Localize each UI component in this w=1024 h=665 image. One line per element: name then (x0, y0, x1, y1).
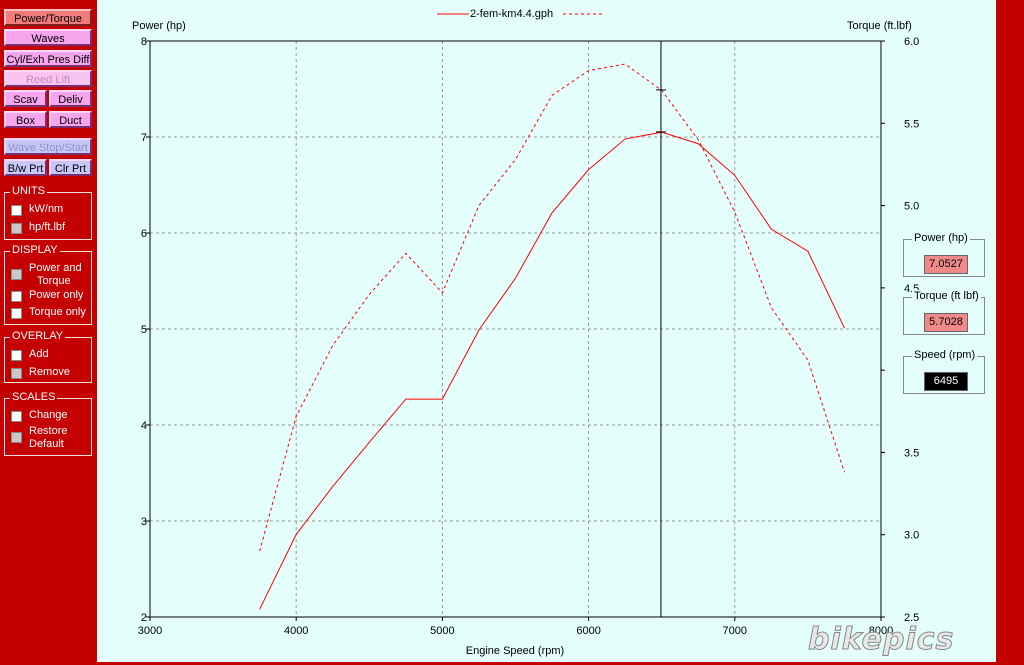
overlay-remove-label: Remove (29, 366, 70, 378)
overlay-add-radio[interactable] (11, 350, 22, 361)
scales-restore-line1: Restore (29, 425, 68, 437)
y-tick-label: 3 (141, 516, 147, 528)
y2-tick-label: 5.0 (904, 201, 919, 213)
chart-title: 2-fem-km4.4.gph (470, 8, 553, 20)
display-torque-radio[interactable] (11, 308, 22, 319)
display-both-line1: Power and (29, 262, 82, 274)
scales-title: SCALES (10, 391, 58, 403)
speed-readout-value: 6495 (924, 372, 968, 391)
units-title: UNITS (10, 185, 47, 197)
y2-axis-label: Torque (ft.lbf) (847, 20, 912, 32)
bw-print-button[interactable]: B/w Prt (4, 159, 47, 176)
units-group: UNITS kW/nm hp/ft.lbf (4, 185, 92, 240)
power-series-line (259, 131, 845, 610)
units-kw-label: kW/nm (29, 203, 64, 215)
display-power-label: Power only (29, 289, 84, 301)
overlay-title: OVERLAY (10, 330, 66, 342)
watermark-logo: bikepics (807, 622, 955, 658)
scales-restore-line2: Default (29, 438, 64, 450)
units-hp-radio[interactable] (11, 223, 22, 234)
overlay-add-label: Add (29, 348, 49, 360)
y-tick-label: 4 (141, 420, 147, 432)
y-tick-label: 2 (141, 612, 147, 624)
display-both-radio[interactable] (11, 269, 22, 280)
y2-tick-label: 5.5 (904, 118, 919, 130)
x-tick-label: 3000 (138, 625, 162, 637)
y-axis-label: Power (hp) (132, 20, 186, 32)
speed-readout: Speed (rpm) 6495 (903, 349, 985, 394)
display-group: DISPLAY Power and Torque Power only Torq… (4, 244, 93, 325)
x-tick-label: 7000 (723, 625, 747, 637)
speed-readout-label: Speed (rpm) (912, 349, 978, 361)
y-tick-label: 6 (141, 228, 147, 240)
overlay-remove-radio[interactable] (11, 368, 22, 379)
y2-tick-label: 2.5 (904, 612, 919, 624)
reed-lift-button[interactable]: Reed Lift (4, 70, 92, 87)
units-hp-label: hp/ft.lbf (29, 221, 66, 233)
power-torque-button[interactable]: Power/Torque (4, 9, 92, 26)
torque-readout: Torque (ft lbf) 5.7028 (903, 290, 985, 335)
scav-button[interactable]: Scav (4, 90, 47, 107)
power-readout: Power (hp) 7.0527 (903, 232, 985, 277)
power-readout-label: Power (hp) (912, 232, 970, 244)
x-axis-label: Engine Speed (rpm) (466, 645, 564, 657)
x-tick-label: 8000 (869, 625, 893, 637)
units-kw-radio[interactable] (11, 205, 22, 216)
y2-tick-label: 3.0 (904, 530, 919, 542)
torque-series-line (259, 63, 845, 552)
scales-restore-label: Restore Default (29, 425, 93, 451)
duct-button[interactable]: Duct (49, 111, 92, 128)
deliv-button[interactable]: Deliv (49, 90, 92, 107)
display-both-label: Power and Torque (29, 262, 93, 288)
power-readout-value: 7.0527 (924, 255, 968, 274)
torque-readout-value: 5.7028 (924, 313, 968, 332)
y-tick-label: 8 (141, 36, 147, 48)
sidebar: Power/Torque Waves Cyl/Exh Pres Diff Ree… (0, 0, 96, 662)
x-tick-label: 5000 (430, 625, 454, 637)
y-tick-label: 5 (141, 324, 147, 336)
right-frame (996, 0, 1024, 662)
plot-frame (149, 40, 882, 618)
cyl-exh-pres-diff-button[interactable]: Cyl/Exh Pres Diff (4, 50, 92, 67)
waves-button[interactable]: Waves (4, 29, 92, 46)
display-torque-label: Torque only (29, 306, 86, 318)
scales-change-radio[interactable] (11, 411, 22, 422)
x-tick-label: 4000 (284, 625, 308, 637)
display-title: DISPLAY (10, 244, 60, 256)
plot-area: 3000 4000 5000 6000 7000 8000 2 3 4 5 6 7 8 2.5 3.0 3.5… (97, 0, 996, 662)
torque-readout-label: Torque (ft lbf) (912, 290, 981, 302)
display-both-line2: Torque (37, 275, 71, 287)
y2-tick-label: 6.0 (904, 36, 919, 48)
scales-change-label: Change (29, 409, 68, 421)
wave-stop-start-button[interactable]: Wave Stop/Start (4, 138, 92, 155)
overlay-group: OVERLAY Add Remove (4, 330, 92, 383)
color-print-button[interactable]: Clr Prt (49, 159, 92, 176)
power-torque-chart[interactable]: 3000 4000 5000 6000 7000 8000 2 3 4 5 6 7 8 2.5 3.0 3.5… (97, 0, 996, 662)
y2-tick-label: 3.5 (904, 447, 919, 459)
scales-restore-radio[interactable] (11, 432, 22, 443)
display-power-radio[interactable] (11, 291, 22, 302)
y-tick-label: 7 (141, 132, 147, 144)
x-tick-label: 6000 (576, 625, 600, 637)
box-button[interactable]: Box (4, 111, 47, 128)
scales-group: SCALES Change Restore Default (4, 391, 93, 456)
